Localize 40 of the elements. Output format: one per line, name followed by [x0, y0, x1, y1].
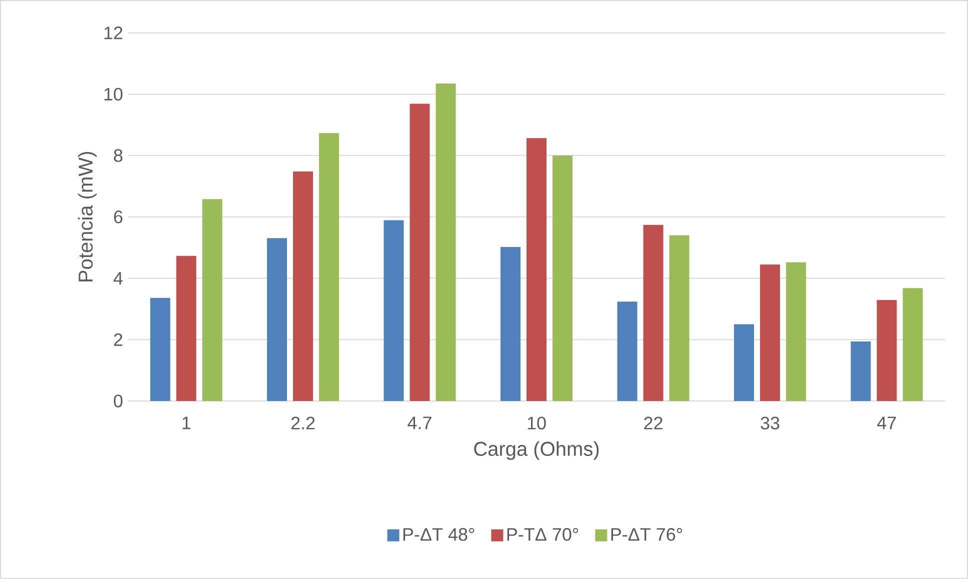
legend-label: P-TΔ 70°	[507, 528, 578, 541]
x-tick-label: 22	[644, 416, 662, 430]
bar	[760, 264, 780, 402]
bar	[500, 247, 521, 402]
y-tick-label: 6	[114, 210, 122, 224]
x-tick-label: 4.7	[408, 416, 432, 430]
y-tick-label: 4	[114, 272, 123, 285]
y-tick-label: 2	[114, 333, 122, 346]
bar	[267, 238, 288, 402]
x-axis-title: Carga (Ohms)	[474, 441, 599, 460]
bar	[786, 262, 806, 402]
bar	[384, 220, 404, 402]
bar	[850, 342, 871, 402]
bar	[643, 224, 664, 402]
bar	[150, 298, 170, 402]
y-tick-label: 10	[104, 88, 122, 101]
y-axis-title: Potencia (mW)	[78, 152, 97, 282]
legend-label: P-ΔT 76°	[611, 528, 682, 541]
bar	[902, 288, 923, 402]
bar	[552, 156, 573, 402]
y-tick-label: 8	[114, 149, 122, 162]
x-tick-label: 47	[877, 416, 896, 430]
y-tick-label: 0	[114, 394, 122, 408]
legend-label: P-ΔT 48°	[403, 528, 474, 541]
bar	[176, 256, 196, 402]
bar	[669, 235, 690, 402]
bar	[617, 302, 638, 402]
bar	[202, 199, 222, 402]
bar	[319, 133, 340, 402]
bar	[293, 172, 314, 402]
bar	[876, 300, 897, 402]
bar	[410, 104, 430, 402]
x-tick-label: 1	[182, 416, 190, 430]
bar	[436, 84, 456, 402]
x-tick-label: 10	[528, 416, 546, 430]
bar	[734, 324, 754, 402]
x-tick-label: 33	[760, 416, 780, 430]
bar	[526, 138, 547, 402]
x-tick-label: 2.2	[291, 416, 315, 430]
y-tick-label: 12	[104, 26, 122, 40]
